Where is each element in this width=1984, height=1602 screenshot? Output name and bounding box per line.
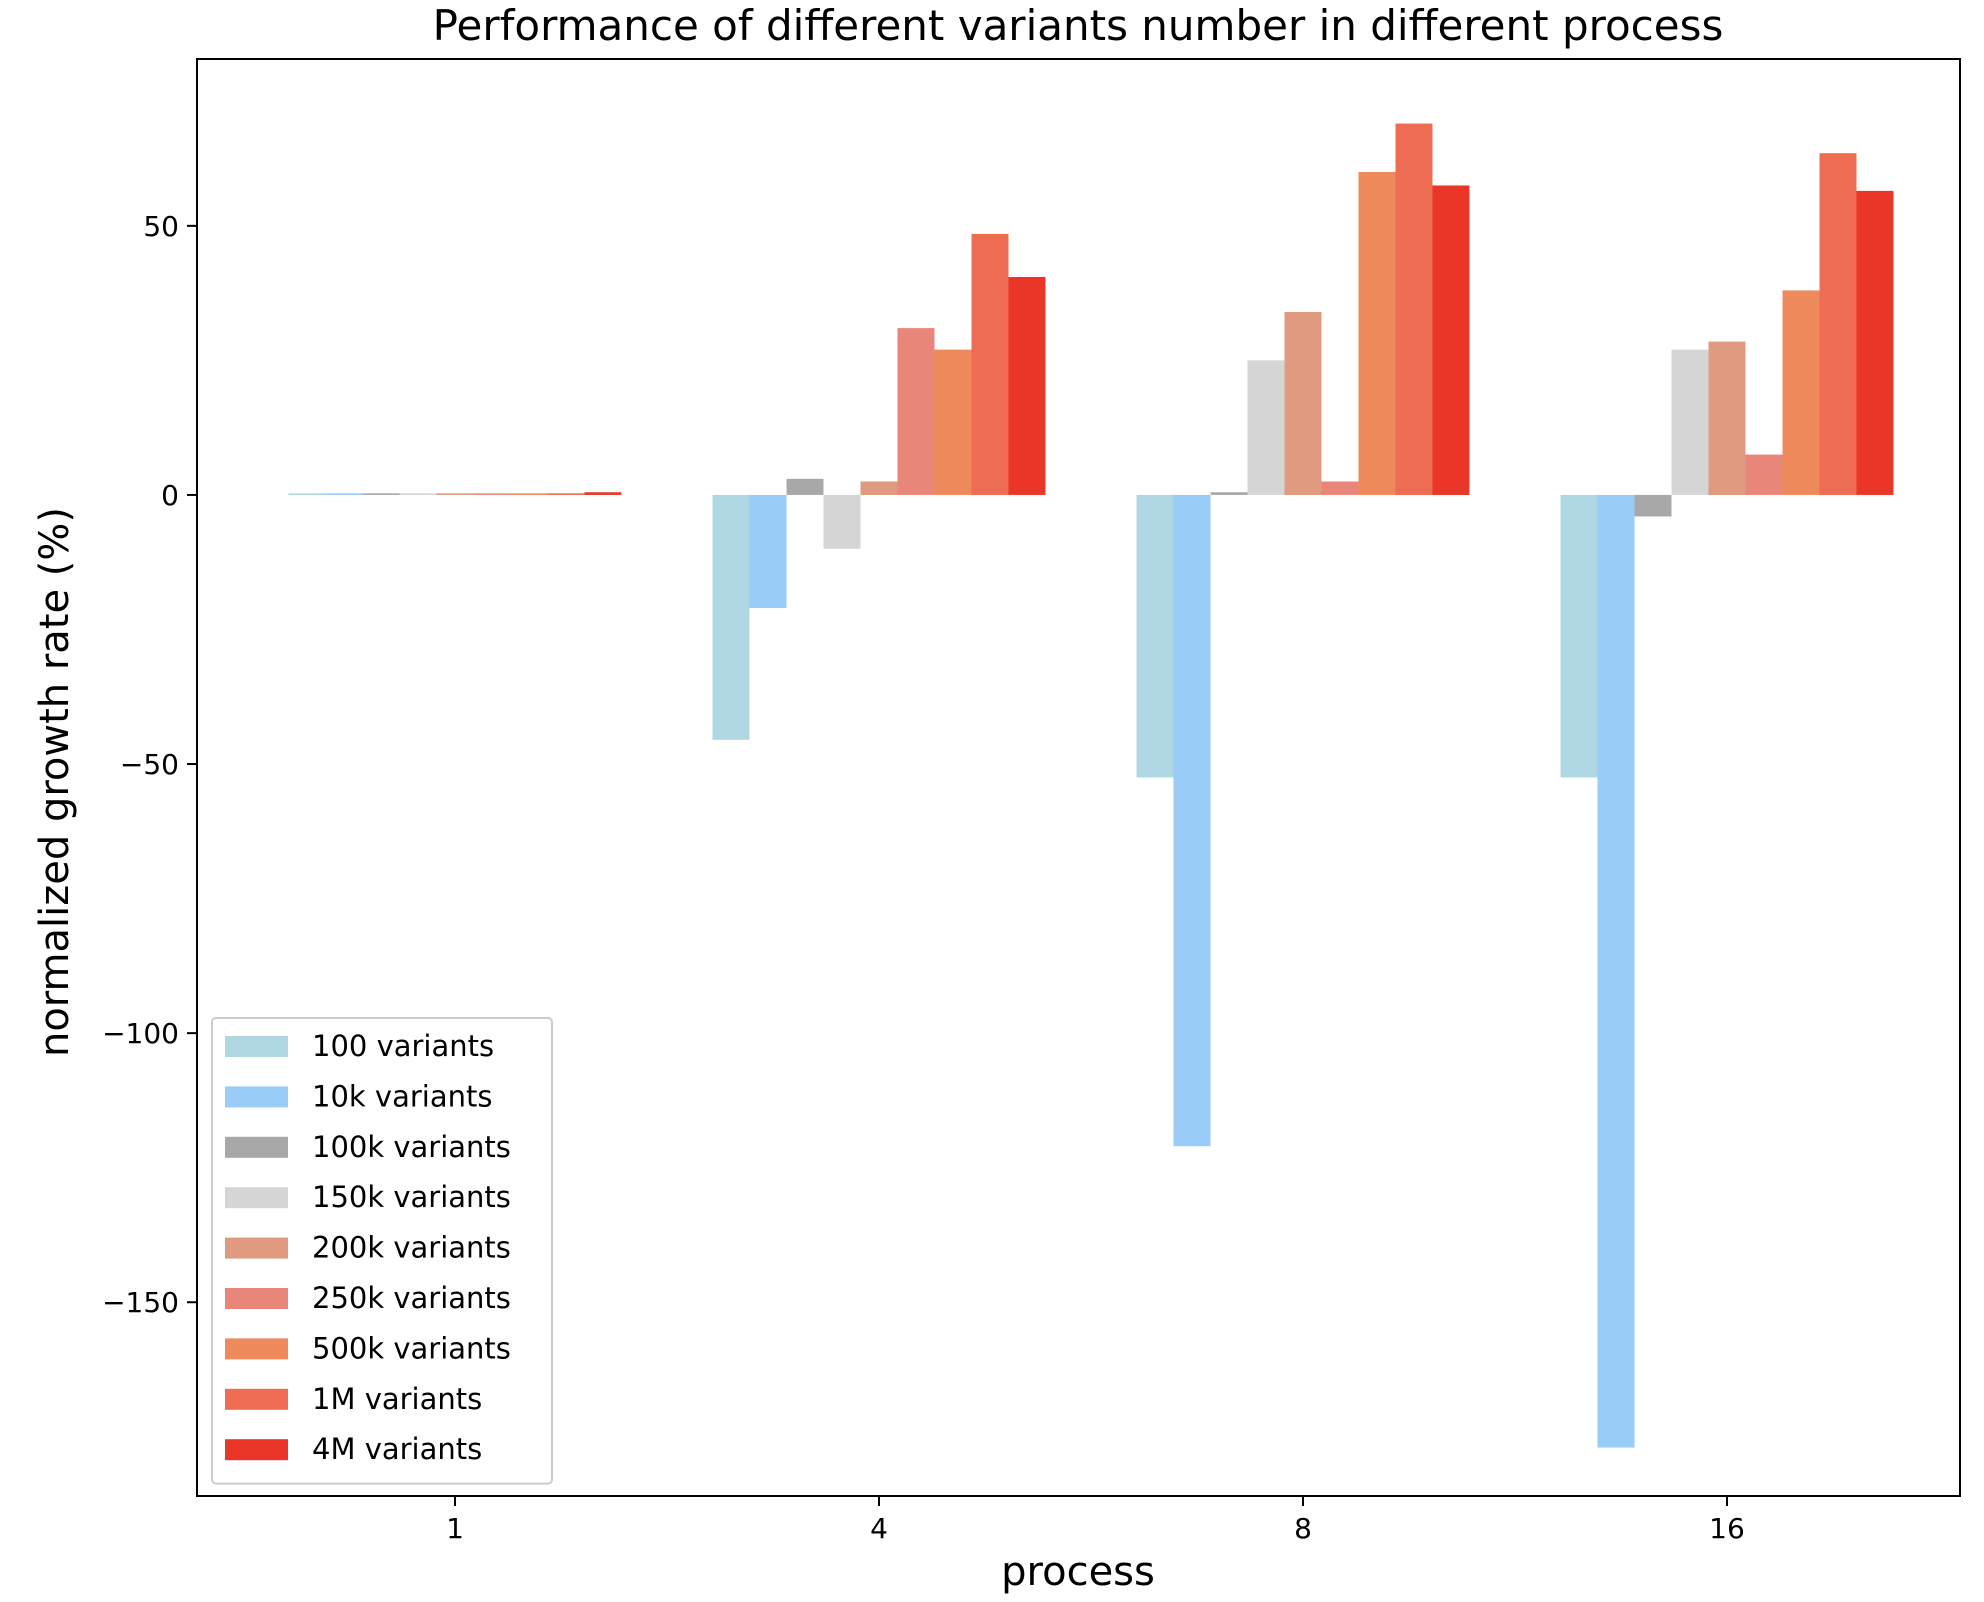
bar-8-200k-variants xyxy=(1284,311,1322,495)
bar-16-4M-variants xyxy=(1856,190,1894,495)
bar-1-10k-variants xyxy=(325,493,363,495)
legend-swatch xyxy=(225,1086,288,1108)
bar-8-500k-variants xyxy=(1358,172,1396,495)
legend-label: 150k variants xyxy=(312,1180,511,1214)
bar-1-200k-variants xyxy=(436,493,474,495)
x-tick-label: 4 xyxy=(870,1512,888,1545)
bar-16-500k-variants xyxy=(1782,290,1820,495)
bar-16-10k-variants xyxy=(1597,494,1635,1448)
y-axis: 50 0 −50 −100 −150 xyxy=(102,210,197,1319)
bar-4-1M-variants xyxy=(971,233,1009,495)
bar-1-100-variants xyxy=(288,493,326,495)
bar-4-200k-variants xyxy=(860,481,898,495)
bar-16-150k-variants xyxy=(1671,349,1709,495)
bar-8-1M-variants xyxy=(1395,123,1433,495)
legend-swatch xyxy=(225,1288,288,1309)
bars-group xyxy=(288,123,1894,1448)
y-tick-label: −100 xyxy=(102,1017,179,1050)
bar-1-150k-variants xyxy=(399,493,437,495)
x-axis-label: process xyxy=(1001,1549,1155,1595)
legend-swatch xyxy=(225,1237,288,1259)
x-tick-label: 8 xyxy=(1294,1512,1312,1545)
legend-label: 200k variants xyxy=(312,1231,511,1265)
legend-box xyxy=(211,1017,553,1485)
bar-16-250k-variants xyxy=(1745,454,1783,495)
x-axis: 1 4 8 16 xyxy=(446,1496,1745,1545)
legend-swatch xyxy=(225,1388,288,1410)
bar-8-100k-variants xyxy=(1210,492,1248,495)
legend-label: 250k variants xyxy=(312,1281,511,1315)
legend-label: 500k variants xyxy=(312,1331,511,1365)
bar-8-4M-variants xyxy=(1432,185,1470,495)
bar-16-100k-variants xyxy=(1634,494,1672,517)
bar-4-100-variants xyxy=(712,494,750,740)
bar-8-100-variants xyxy=(1136,494,1174,778)
bar-4-100k-variants xyxy=(786,478,824,495)
bar-1-500k-variants xyxy=(510,493,548,495)
bar-1-1M-variants xyxy=(547,493,585,495)
bar-1-4M-variants xyxy=(584,492,622,495)
chart-title: Performance of different variants number… xyxy=(433,1,1724,50)
plot-frame xyxy=(196,58,1961,1497)
x-tick-label: 16 xyxy=(1709,1512,1745,1545)
bar-16-1M-variants xyxy=(1819,153,1857,495)
y-tick-label: −150 xyxy=(102,1286,179,1319)
bar-4-250k-variants xyxy=(897,328,935,495)
bar-1-250k-variants xyxy=(473,493,511,495)
bar-16-200k-variants xyxy=(1708,341,1746,495)
bar-4-4M-variants xyxy=(1008,276,1046,495)
bar-4-150k-variants xyxy=(823,494,861,549)
bar-8-10k-variants xyxy=(1173,494,1211,1147)
bar-8-250k-variants xyxy=(1321,481,1359,495)
bar-8-150k-variants xyxy=(1247,360,1285,495)
legend-swatch xyxy=(225,1338,288,1360)
y-tick-label: 50 xyxy=(143,210,179,243)
legend-swatch xyxy=(225,1136,288,1158)
x-tick-label: 1 xyxy=(446,1512,464,1545)
legend-label: 1M variants xyxy=(312,1382,482,1416)
legend-label: 100k variants xyxy=(312,1130,511,1164)
legend-label: 100 variants xyxy=(312,1029,494,1063)
legend-swatch xyxy=(225,1439,288,1461)
legend: 100 variants 10k variants 100k variants 150… xyxy=(211,1017,553,1485)
y-tick-label: 0 xyxy=(161,479,179,512)
y-axis-label: normalized growth rate (%) xyxy=(32,507,78,1057)
bar-4-500k-variants xyxy=(934,349,972,495)
legend-label: 4M variants xyxy=(312,1432,482,1466)
bar-4-10k-variants xyxy=(749,494,787,608)
legend-label: 10k variants xyxy=(312,1079,492,1113)
bar-1-100k-variants xyxy=(362,493,400,495)
y-tick-label: −50 xyxy=(120,748,179,781)
bar-16-100-variants xyxy=(1560,494,1598,778)
legend-swatch xyxy=(225,1187,288,1209)
legend-swatch xyxy=(225,1036,288,1057)
